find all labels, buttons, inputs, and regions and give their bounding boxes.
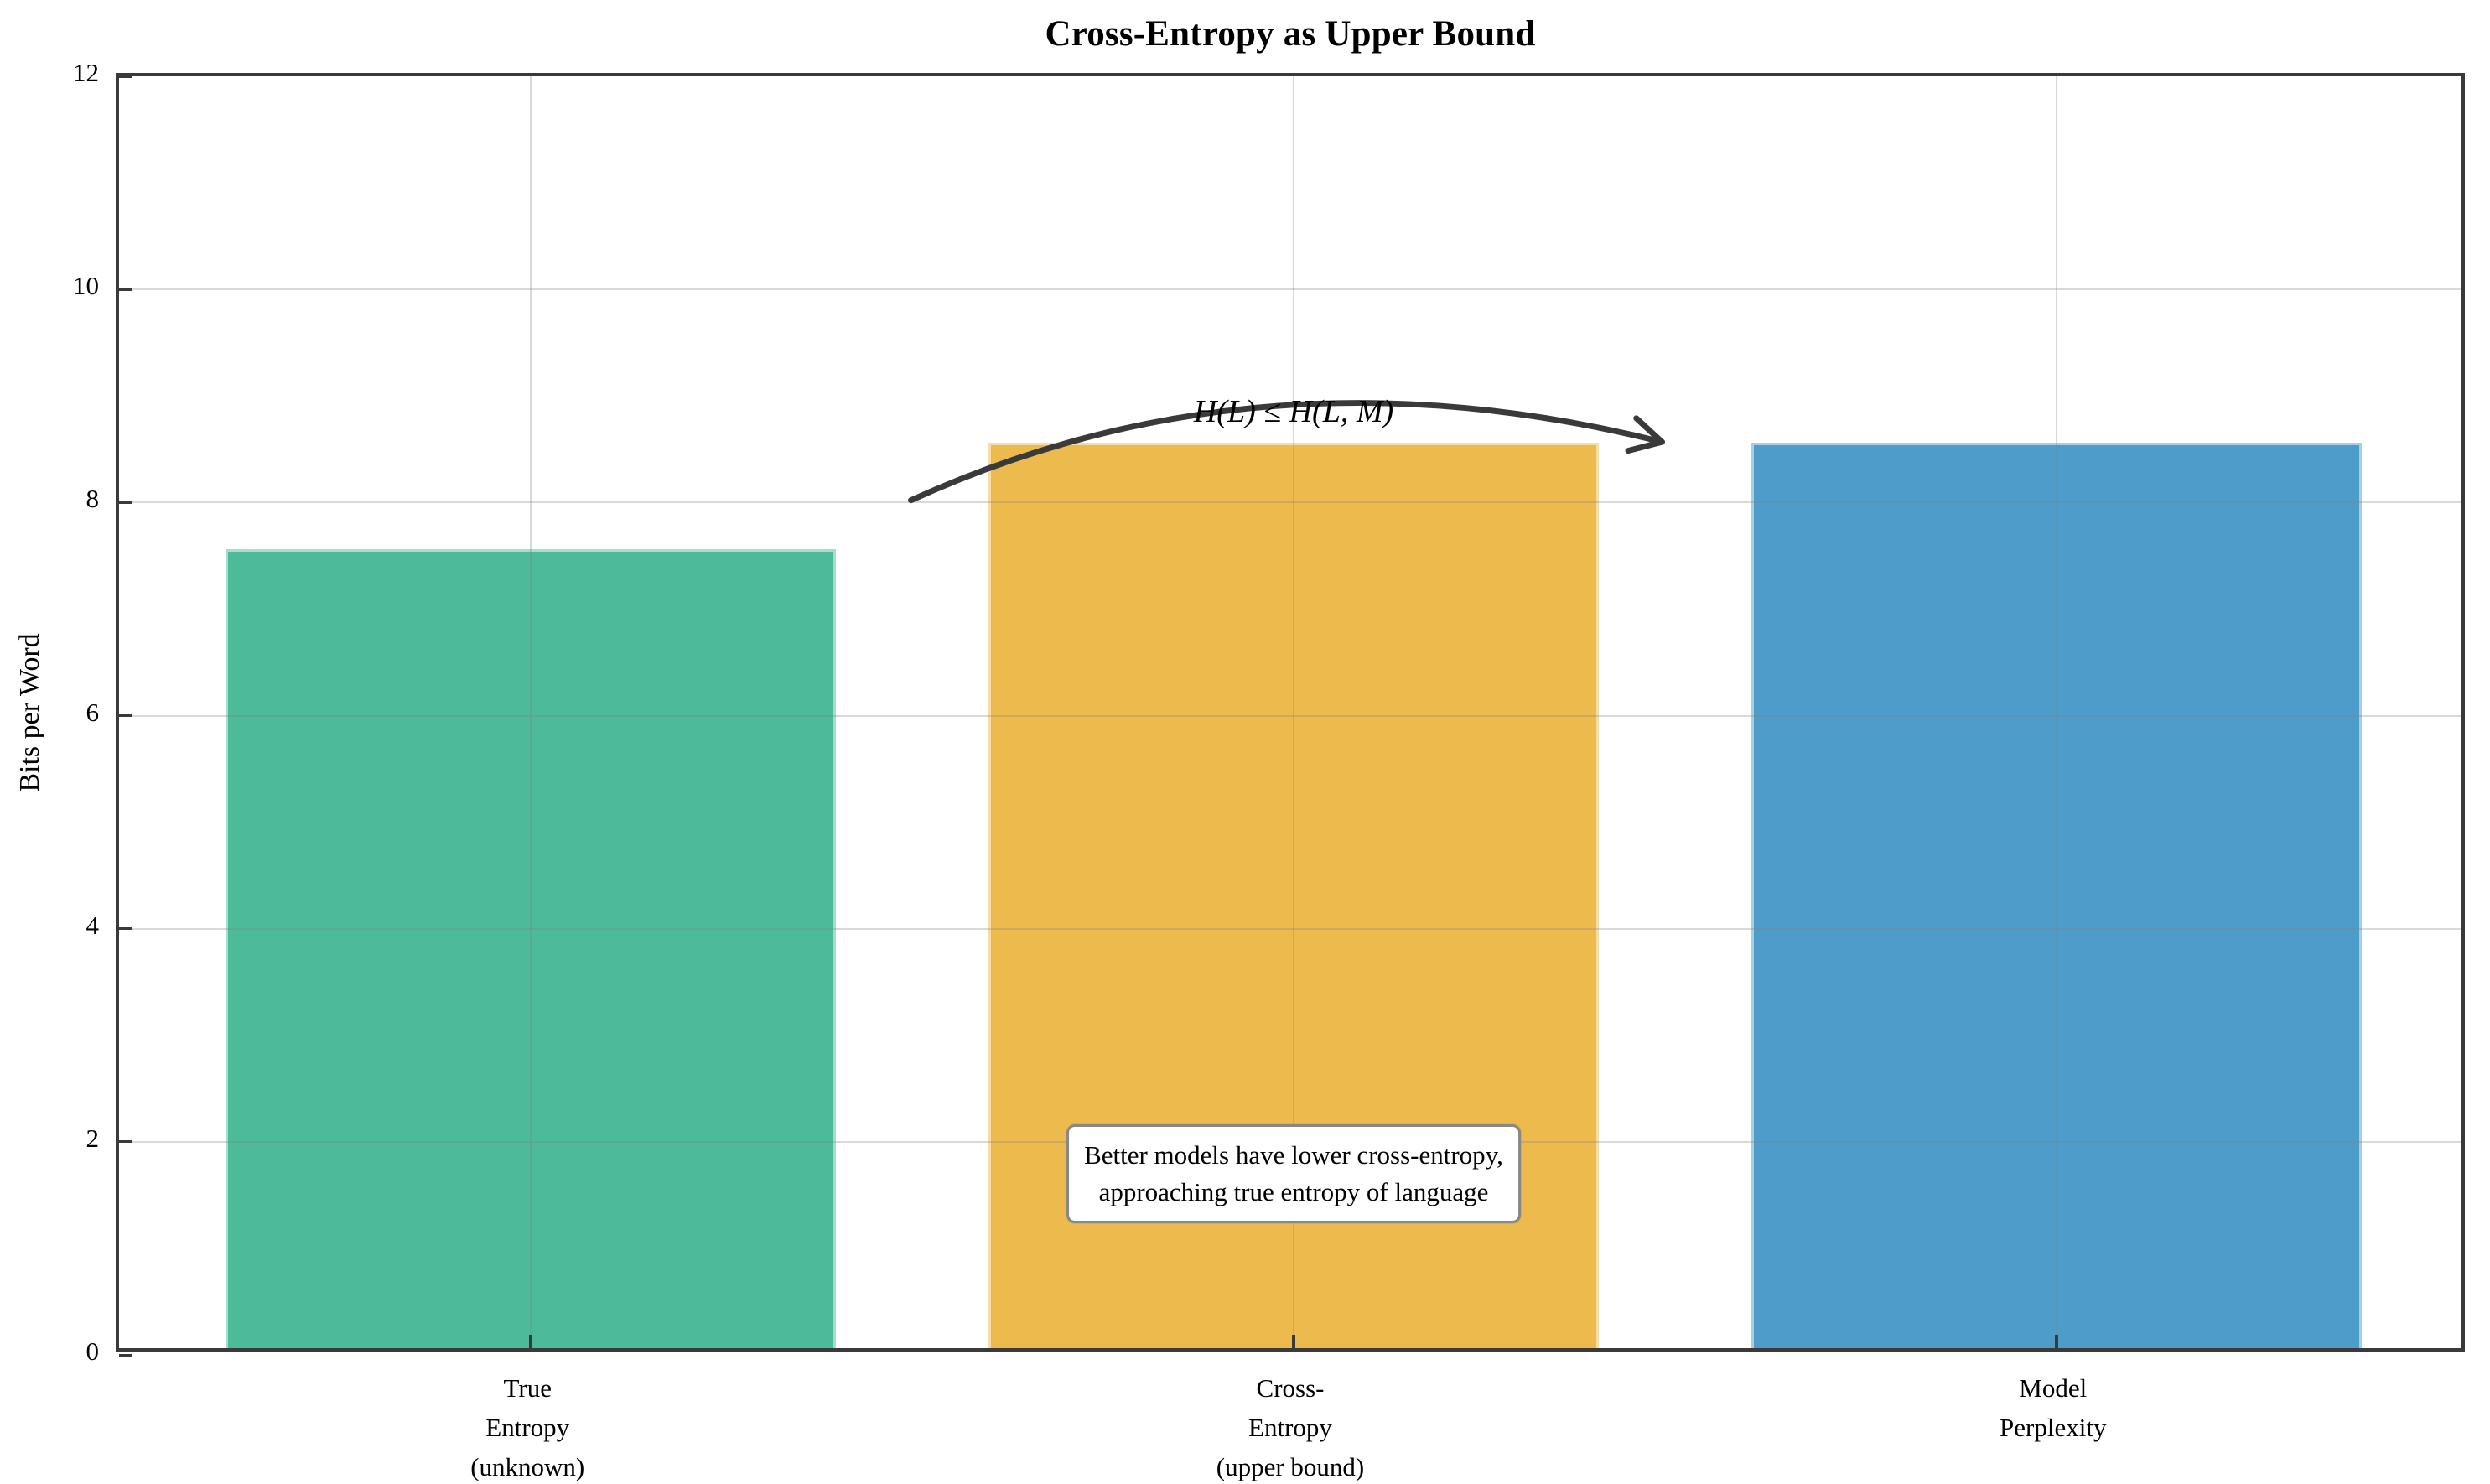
note-box: Better models have lower cross-entropy, … — [1066, 1123, 1521, 1223]
y-tick-mark — [119, 1353, 132, 1357]
y-tick-label: 0 — [86, 1336, 100, 1366]
x-tick-label: Cross- Entropy (upper bound) — [1216, 1373, 1365, 1481]
y-tick-label: 4 — [86, 910, 100, 940]
chart-title: Cross-Entropy as Upper Bound — [1045, 14, 1536, 54]
y-tick-label: 2 — [86, 1123, 100, 1153]
y-tick-mark — [119, 75, 132, 78]
x-tick-mark — [2054, 1335, 2058, 1348]
y-tick-mark — [119, 288, 132, 291]
inequality-arrow — [908, 400, 1665, 504]
gridline-horizontal — [119, 927, 2461, 930]
y-tick-mark — [119, 1140, 132, 1144]
plot-area: H(L) ≤ H(L, M) Better models have lower … — [116, 73, 2465, 1357]
gridline-horizontal — [119, 288, 2461, 291]
arrow-curve — [908, 400, 1665, 504]
bar-true — [226, 548, 837, 1348]
gridline-horizontal — [119, 714, 2461, 717]
y-tick-label: 8 — [86, 484, 100, 514]
gridline-horizontal — [119, 501, 2461, 504]
y-tick-label: 10 — [73, 271, 99, 301]
x-tick-mark — [1292, 1335, 1295, 1348]
y-tick-mark — [119, 927, 132, 931]
y-tick-label: 12 — [73, 58, 99, 87]
y-tick-mark — [119, 501, 132, 504]
arrow-head — [1625, 415, 1665, 454]
x-tick-mark — [529, 1335, 533, 1348]
y-tick-mark — [119, 714, 132, 717]
gridline-vertical — [2055, 76, 2057, 1348]
bar-model — [1751, 442, 2362, 1348]
y-tick-label: 6 — [86, 697, 100, 727]
gridline-vertical — [1293, 76, 1294, 1348]
x-tick-label: Model Perplexity — [2000, 1373, 2107, 1442]
inequality-annotation: H(L) ≤ H(L, M) — [1193, 394, 1394, 430]
x-tick-label: True Entropy (unknown) — [470, 1373, 585, 1481]
gridline-vertical — [530, 76, 532, 1348]
